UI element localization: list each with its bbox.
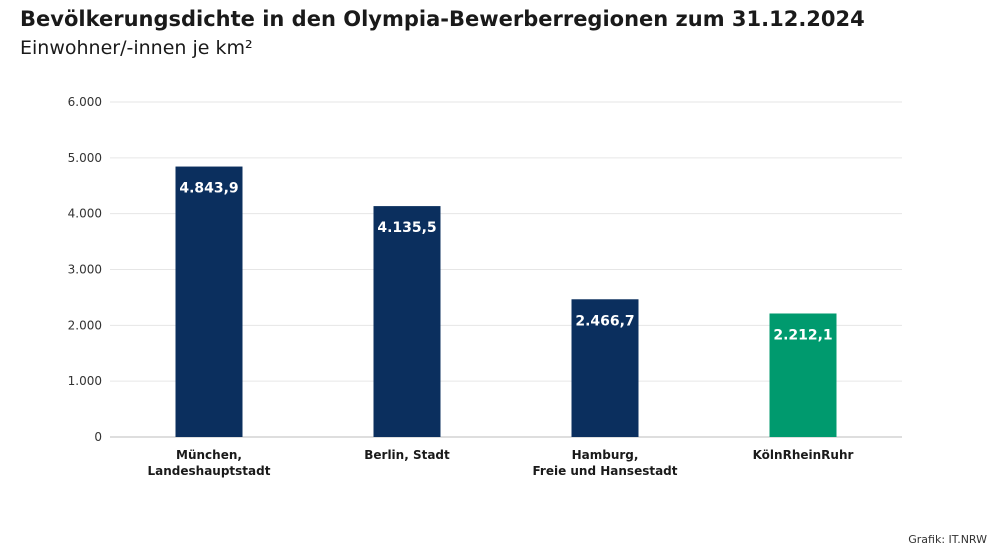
value-label: 4.843,9 bbox=[179, 181, 238, 197]
value-label: 2.212,1 bbox=[773, 327, 832, 343]
category-label: München, Landeshauptstadt bbox=[148, 448, 271, 478]
y-axis-ticks: 0 1.000 2.000 3.000 4.000 5.000 6.000 bbox=[68, 95, 102, 444]
y-tick-label: 3.000 bbox=[68, 263, 102, 277]
category-label: Hamburg, Freie und Hansestadt bbox=[532, 448, 677, 478]
chart-title: Bevölkerungsdichte in den Olympia-Bewerb… bbox=[20, 7, 865, 31]
y-tick-label: 1.000 bbox=[68, 374, 102, 388]
source-credit: Grafik: IT.NRW bbox=[908, 533, 987, 546]
x-axis-labels: München, Landeshauptstadt Berlin, Stadt Ham… bbox=[148, 448, 854, 478]
value-labels: 4.843,9 4.135,5 2.466,7 2.212,1 bbox=[179, 181, 832, 344]
y-tick-label: 2.000 bbox=[68, 318, 102, 332]
y-tick-label: 6.000 bbox=[68, 95, 102, 109]
value-label: 2.466,7 bbox=[575, 313, 634, 329]
bar bbox=[175, 166, 243, 437]
bar bbox=[571, 299, 639, 437]
value-label: 4.135,5 bbox=[377, 220, 436, 236]
category-label: KölnRheinRuhr bbox=[753, 448, 854, 462]
chart-subtitle: Einwohner/-innen je km² bbox=[20, 37, 253, 59]
y-tick-label: 4.000 bbox=[68, 207, 102, 221]
category-label: Berlin, Stadt bbox=[364, 448, 450, 462]
y-tick-label: 5.000 bbox=[68, 151, 102, 165]
bar bbox=[769, 313, 837, 437]
y-tick-label: 0 bbox=[94, 430, 102, 444]
bar bbox=[373, 206, 441, 437]
bars bbox=[175, 166, 837, 437]
